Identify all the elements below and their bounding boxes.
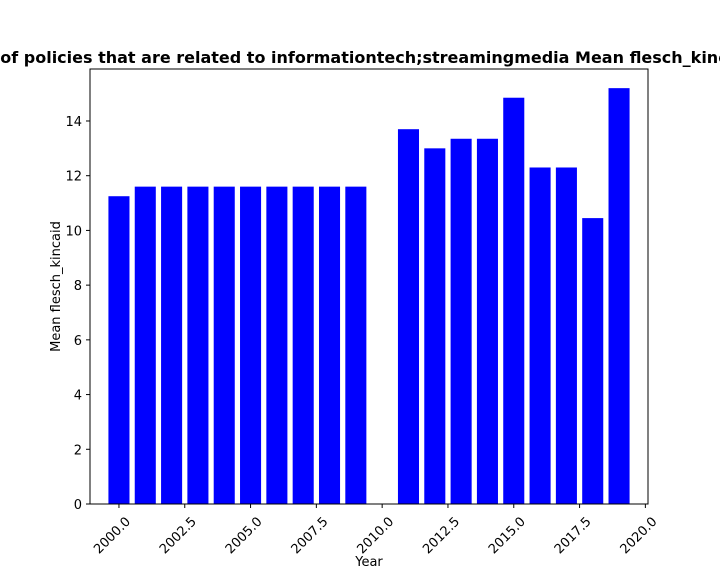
x-axis-label: Year [354,555,383,570]
bar-2009 [345,186,367,504]
x-tick-label: 2000.0 [91,514,134,557]
y-tick-label: 8 [74,279,82,294]
x-tick-label: 2012.5 [420,514,463,557]
bar-2005 [240,186,262,504]
bar-2017 [555,167,577,504]
bar-2001 [134,186,156,504]
x-tick-label: 2007.5 [289,514,332,557]
bar-2012 [424,148,446,504]
bar-2011 [397,129,420,505]
bar-2002 [161,186,183,504]
bar-2006 [266,186,288,504]
y-tick-label: 4 [74,389,82,404]
bar-2013 [450,138,472,504]
y-tick-label: 2 [74,443,82,458]
bar-2019 [608,88,630,504]
x-axis-ticks: 2000.0 2002.5 2005.0 2007.5 2010.0 2012.5 2015… [91,504,660,557]
x-tick-label: 2017.5 [552,514,595,557]
y-axis-ticks: 0 2 4 6 8 10 12 14 [65,115,90,513]
bar-2008 [318,186,341,504]
x-tick-label: 2020.0 [618,514,661,557]
bar-2016 [529,167,551,504]
bar-2014 [476,138,498,504]
y-tick-label: 0 [74,498,82,513]
x-tick-label: 2015.0 [486,514,529,557]
chart-title: Mean flesch_kincaid of policies that are… [0,48,720,67]
y-tick-label: 6 [74,334,82,349]
bar-2015 [503,97,525,505]
bar-2000 [108,196,130,504]
x-tick-label: 2005.0 [223,514,266,557]
bar-2018 [582,218,604,505]
x-tick-label: 2010.0 [354,514,397,557]
bar-2003 [187,186,209,504]
y-tick-label: 14 [65,115,82,130]
y-tick-label: 10 [65,224,82,239]
y-tick-label: 12 [65,170,82,185]
bar-2007 [292,186,314,504]
x-tick-label: 2002.5 [157,514,200,557]
bar-2004 [213,186,235,504]
plot-frame [89,68,649,505]
bars-group [108,88,630,505]
y-axis-label: Mean flesch_kincaid [49,221,64,352]
